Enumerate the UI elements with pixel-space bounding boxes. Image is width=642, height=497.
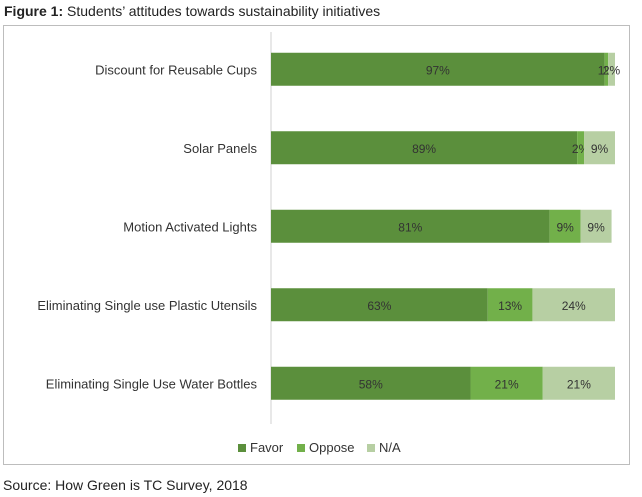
legend-label-n-a: N/A: [379, 440, 401, 455]
figure-label: Figure 1:: [4, 3, 64, 19]
category-label-discount-for-reusable-cups: Discount for Reusable Cups: [95, 62, 257, 77]
data-label-oppose-eliminating-single-use-plastic-utensils: 13%: [498, 299, 522, 313]
bar-n-a-eliminating-single-use-plastic-utensils: [532, 288, 615, 322]
bar-oppose-motion-activated-lights: [549, 209, 581, 243]
bar-n-a-solar-panels: [584, 131, 615, 165]
data-label-oppose-motion-activated-lights: 9%: [556, 220, 574, 234]
data-label-favor-eliminating-single-use-plastic-utensils: 63%: [367, 299, 391, 313]
data-label-favor-eliminating-single-use-water-bottles: 58%: [359, 377, 383, 391]
legend-label-oppose: Oppose: [309, 440, 355, 455]
legend-label-favor: Favor: [250, 440, 284, 455]
legend-swatch-favor: [238, 444, 246, 452]
data-label-favor-solar-panels: 89%: [412, 142, 436, 156]
category-label-solar-panels: Solar Panels: [183, 141, 257, 156]
figure-title: Figure 1: Students’ attitudes towards su…: [4, 3, 380, 19]
bar-n-a-motion-activated-lights: [580, 209, 612, 243]
bar-oppose-discount-for-reusable-cups: [604, 52, 609, 86]
category-label-motion-activated-lights: Motion Activated Lights: [123, 219, 257, 234]
bar-favor-eliminating-single-use-plastic-utensils: [271, 288, 488, 322]
data-label-n-a-discount-for-reusable-cups: 2%: [603, 63, 621, 77]
bar-favor-discount-for-reusable-cups: [271, 52, 605, 86]
data-label-favor-motion-activated-lights: 81%: [398, 220, 422, 234]
figure-source: Source: How Green is TC Survey, 2018: [3, 477, 248, 493]
category-label-eliminating-single-use-plastic-utensils: Eliminating Single use Plastic Utensils: [37, 298, 257, 313]
data-label-n-a-eliminating-single-use-water-bottles: 21%: [567, 377, 591, 391]
data-label-n-a-eliminating-single-use-plastic-utensils: 24%: [562, 299, 586, 313]
legend-swatch-n-a: [367, 444, 375, 452]
legend-swatch-oppose: [297, 444, 305, 452]
data-label-oppose-eliminating-single-use-water-bottles: 21%: [495, 377, 519, 391]
bar-oppose-eliminating-single-use-water-bottles: [470, 366, 543, 400]
bar-oppose-solar-panels: [577, 131, 585, 165]
category-label-eliminating-single-use-water-bottles: Eliminating Single Use Water Bottles: [46, 376, 258, 391]
bar-n-a-eliminating-single-use-water-bottles: [542, 366, 615, 400]
figure-title-text: Students’ attitudes towards sustainabili…: [67, 3, 381, 19]
bar-oppose-eliminating-single-use-plastic-utensils: [487, 288, 533, 322]
data-label-n-a-solar-panels: 9%: [591, 142, 609, 156]
bar-favor-motion-activated-lights: [271, 209, 550, 243]
data-label-favor-discount-for-reusable-cups: 97%: [426, 63, 450, 77]
chart-frame: Discount for Reusable Cups 97% 1% 2% Solar P…: [3, 25, 630, 465]
data-label-n-a-motion-activated-lights: 9%: [587, 220, 605, 234]
bar-favor-eliminating-single-use-water-bottles: [271, 366, 471, 400]
stacked-bar-chart: Discount for Reusable Cups 97% 1%2%Solar P…: [37, 32, 621, 455]
bar-favor-solar-panels: [271, 131, 578, 165]
bar-n-a-discount-for-reusable-cups: [608, 52, 615, 86]
